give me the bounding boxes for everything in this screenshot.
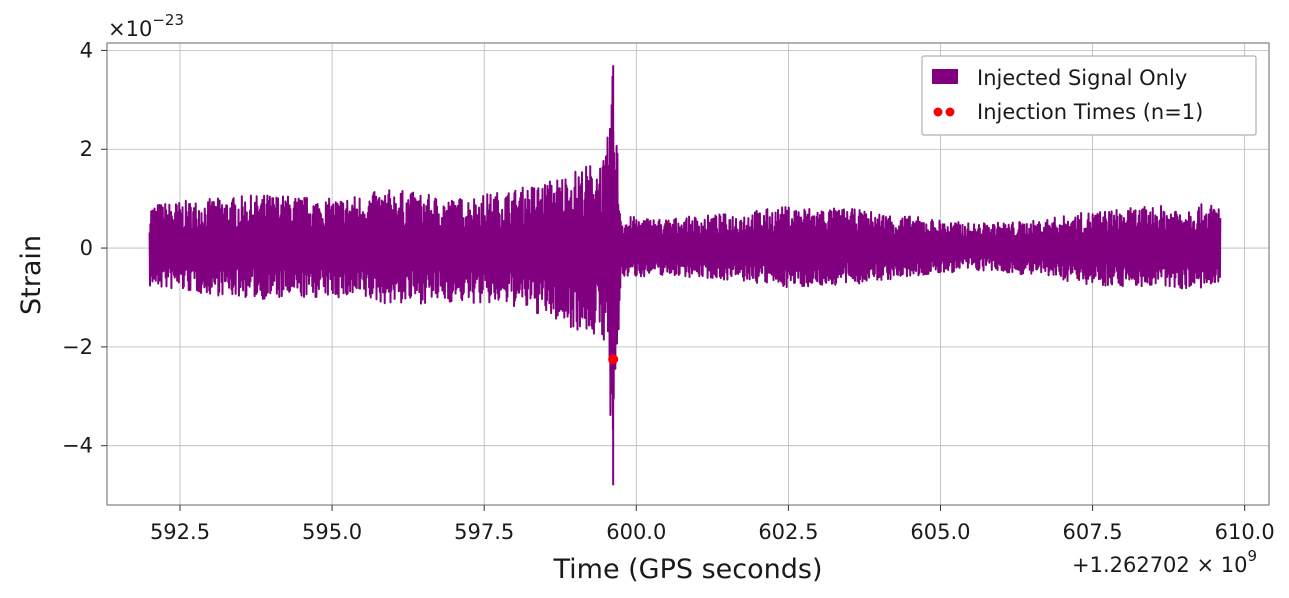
plot-area bbox=[148, 65, 1222, 486]
x-axis-ticks: 592.5 595.0 597.5 600.0 602.5 605.0 607.5 610.0 bbox=[150, 505, 1275, 544]
x-tick-label: 605.0 bbox=[910, 520, 970, 544]
x-tick-label: 600.0 bbox=[606, 520, 666, 544]
legend: Injected Signal Only Injection Times (n=… bbox=[921, 55, 1257, 136]
y-tick-label: −4 bbox=[62, 434, 93, 458]
x-offset-label: +1.262702 × 109 bbox=[1072, 547, 1257, 577]
x-tick-label: 595.0 bbox=[302, 520, 362, 544]
y-axis-ticks: −4 −2 0 2 4 bbox=[62, 38, 107, 458]
x-tick-label: 602.5 bbox=[758, 520, 818, 544]
axes-frame bbox=[106, 42, 1270, 506]
series-injection-times-marker bbox=[608, 354, 619, 365]
legend-marker-injection bbox=[945, 107, 955, 117]
y-tick-label: 0 bbox=[80, 236, 93, 260]
legend-swatch-signal bbox=[932, 69, 958, 84]
legend-marker-injection bbox=[933, 107, 943, 117]
y-tick-label: 4 bbox=[80, 38, 93, 62]
y-tick-label: −2 bbox=[62, 335, 93, 359]
y-tick-label: 2 bbox=[80, 137, 93, 161]
series-injected-signal bbox=[148, 65, 1222, 486]
legend-label-injection: Injection Times (n=1) bbox=[977, 100, 1203, 124]
x-tick-label: 607.5 bbox=[1063, 520, 1123, 544]
x-tick-label: 592.5 bbox=[150, 520, 210, 544]
x-tick-label: 610.0 bbox=[1215, 520, 1275, 544]
y-axis-label: Strain bbox=[16, 235, 47, 315]
y-scale-label: ×10−23 bbox=[108, 11, 184, 41]
legend-label-signal: Injected Signal Only bbox=[977, 66, 1187, 90]
x-axis-label: Time (GPS seconds) bbox=[552, 554, 822, 585]
legend-box bbox=[921, 55, 1257, 136]
x-tick-label: 597.5 bbox=[454, 520, 514, 544]
